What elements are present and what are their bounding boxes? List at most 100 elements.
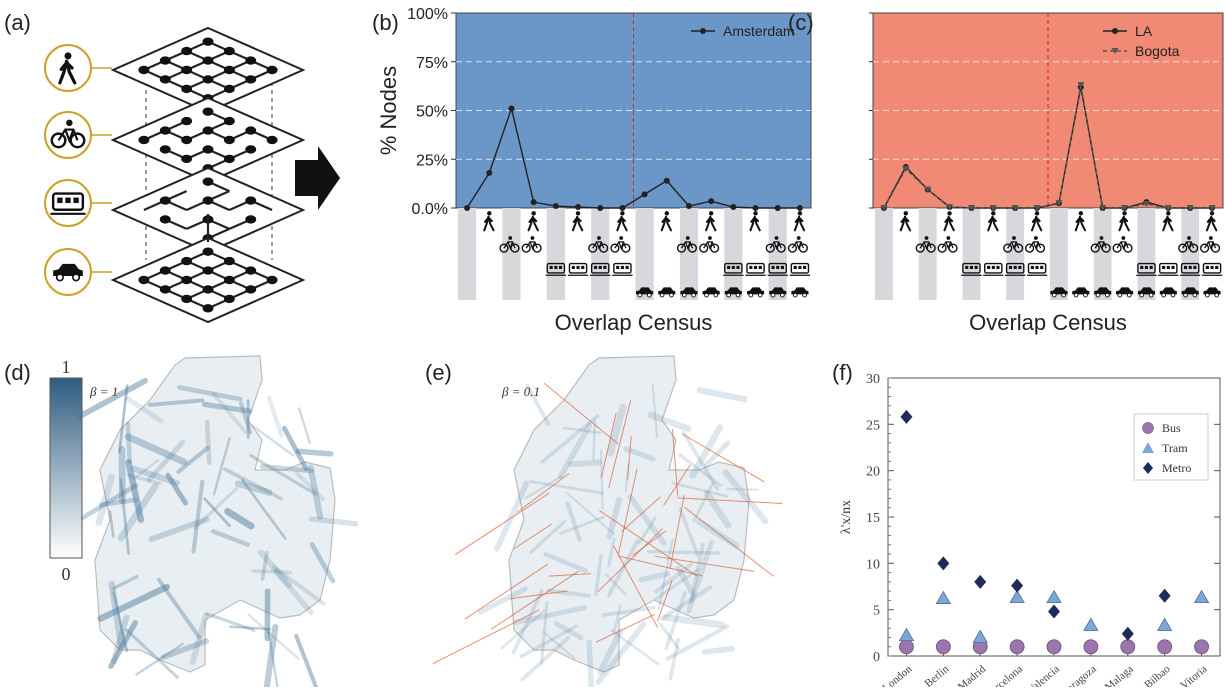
car-icon xyxy=(1116,287,1133,297)
bicycle-icon xyxy=(789,236,808,252)
road-segment xyxy=(705,649,733,652)
y-tick-label: 25 xyxy=(866,418,880,433)
network-node xyxy=(203,75,214,83)
census-strip xyxy=(919,208,937,300)
road-segment xyxy=(284,428,306,468)
census-strip xyxy=(1181,208,1199,300)
panel-a-label: (a) xyxy=(4,10,31,35)
map-nyc-beta-0-1 xyxy=(433,356,782,687)
y-tick-label: 20 xyxy=(866,465,880,480)
network-node xyxy=(245,215,256,223)
network-node xyxy=(245,126,256,134)
network-node xyxy=(138,66,149,74)
network-node xyxy=(160,75,171,83)
arrow-icon xyxy=(295,146,340,210)
pedestrian-icon xyxy=(529,211,538,230)
data-point xyxy=(708,198,714,204)
colorbar-min-label: 0 xyxy=(62,564,71,584)
network-node xyxy=(245,56,256,64)
car-icon xyxy=(1072,287,1089,297)
census-strip xyxy=(591,208,609,300)
y-tick-label: 50% xyxy=(416,104,448,121)
network-node xyxy=(245,266,256,274)
network-node xyxy=(224,155,235,163)
legend-entry: Bus xyxy=(1142,421,1181,435)
network-node xyxy=(160,285,171,293)
y-tick-label: 5 xyxy=(873,604,880,619)
y-tick-label: 0 xyxy=(873,650,880,665)
census-strip xyxy=(1094,208,1112,300)
data-point xyxy=(775,205,781,211)
network-node xyxy=(267,276,278,284)
network-node xyxy=(203,247,214,255)
panel-e-label: (e) xyxy=(425,360,452,385)
legend-marker xyxy=(1142,422,1154,434)
network-node xyxy=(224,117,235,125)
data-point xyxy=(553,203,559,209)
pedestrian-icon xyxy=(662,211,671,230)
pedestrian-icon xyxy=(706,211,715,230)
network-node xyxy=(181,136,192,144)
road-segment xyxy=(571,463,599,465)
network-node xyxy=(203,107,214,115)
car-icon xyxy=(791,287,808,297)
pedestrian-icon xyxy=(750,211,759,230)
x-tick-label: Valencia xyxy=(1025,663,1062,687)
census-strip xyxy=(680,208,698,300)
network-node xyxy=(224,295,235,303)
data-point xyxy=(1010,640,1024,654)
network-node xyxy=(267,66,278,74)
network-node xyxy=(160,56,171,64)
data-point xyxy=(664,178,670,184)
train-icon xyxy=(745,264,765,276)
legend-label: Tram xyxy=(1162,441,1188,455)
network-node xyxy=(181,295,192,303)
y-tick-label: 10 xyxy=(866,557,880,572)
network-node xyxy=(181,85,192,93)
road-segment xyxy=(253,571,290,573)
multiplex-layers xyxy=(113,28,303,322)
road-segment xyxy=(122,449,123,501)
pedestrian-icon xyxy=(573,211,582,230)
data-point xyxy=(486,170,492,176)
colorbar xyxy=(50,378,82,558)
x-tick-label: Malaga xyxy=(1103,663,1136,687)
network-node xyxy=(203,177,214,185)
pedestrian-icon xyxy=(617,211,626,230)
data-point xyxy=(1195,640,1209,654)
network-node xyxy=(160,145,171,153)
train-icon xyxy=(1158,264,1178,276)
network-node xyxy=(138,276,149,284)
y-tick-label: 100% xyxy=(407,6,448,23)
data-point xyxy=(642,191,648,197)
census-strip xyxy=(963,208,981,300)
car-icon xyxy=(747,287,764,297)
x-axis-label: Overlap Census xyxy=(969,310,1127,335)
legend-label: LA xyxy=(1135,23,1153,39)
road-segment xyxy=(128,424,130,461)
census-strip xyxy=(875,208,893,300)
data-point xyxy=(619,205,625,211)
network-node xyxy=(224,85,235,93)
pedestrian-icon xyxy=(795,211,804,230)
network-node xyxy=(160,126,171,134)
network-node xyxy=(181,257,192,265)
network-node xyxy=(267,136,278,144)
car-icon xyxy=(658,287,675,297)
layer-plane-car xyxy=(113,238,303,322)
y-axis-label: λ'x/nx xyxy=(839,500,854,534)
census-strip xyxy=(724,208,742,300)
x-tick-label: Barcelona xyxy=(983,663,1025,687)
data-point xyxy=(1047,640,1061,654)
network-node xyxy=(224,47,235,55)
road-segment xyxy=(269,398,281,435)
data-point xyxy=(899,640,913,654)
network-node xyxy=(245,285,256,293)
bicycle-icon xyxy=(1113,236,1132,252)
legend-label: Metro xyxy=(1162,461,1191,475)
pedestrian-icon xyxy=(1207,211,1216,230)
census-strip xyxy=(1006,208,1024,300)
